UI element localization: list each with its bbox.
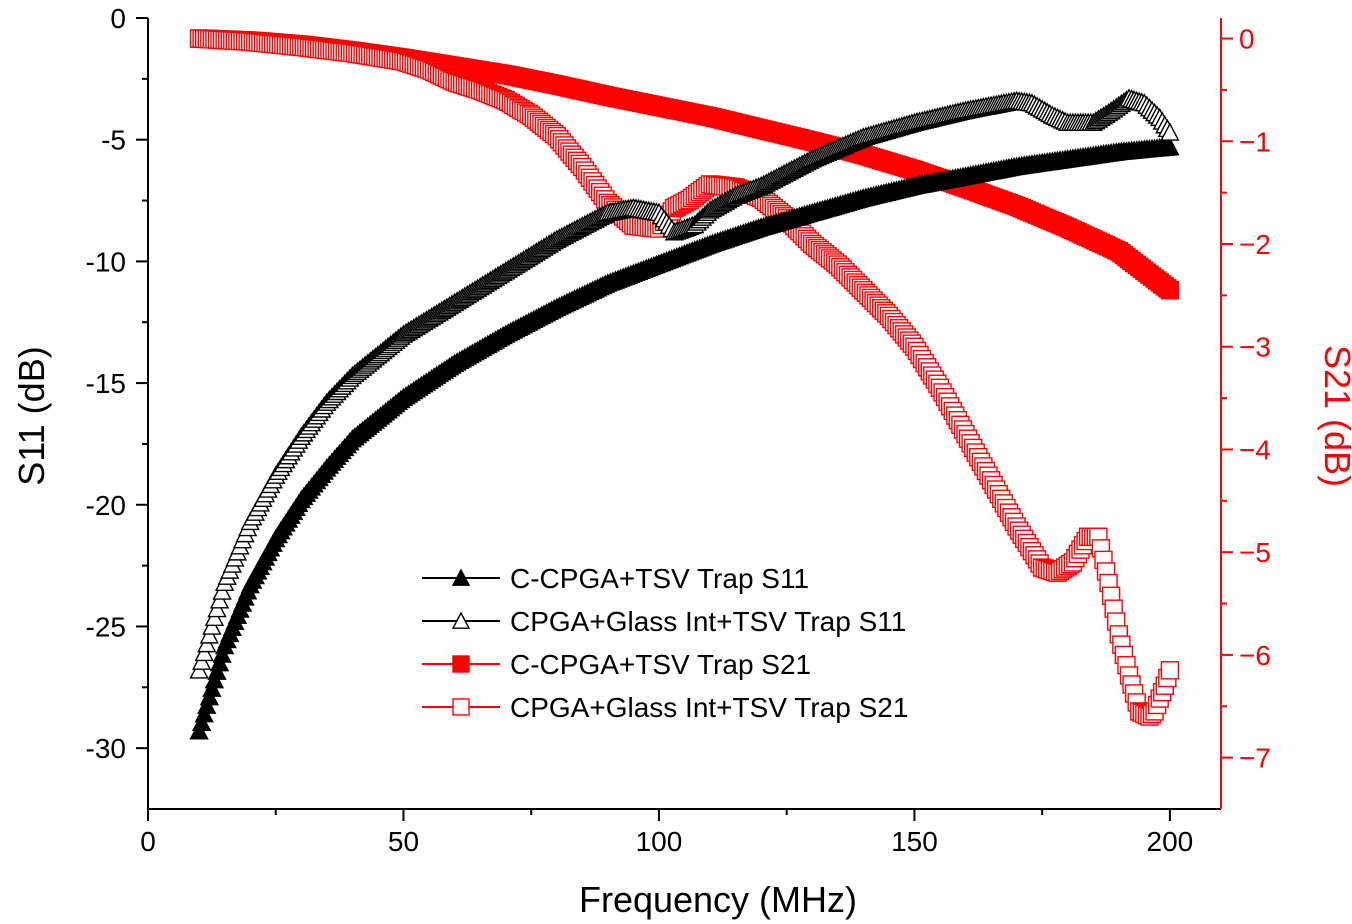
y-left-tick-label: 0	[110, 3, 126, 34]
y-right-tick-label: 0	[1239, 24, 1255, 55]
y-left-tick-label: -10	[86, 246, 126, 277]
series-0	[189, 136, 1180, 740]
legend-marker	[451, 568, 471, 586]
legend-item: C-CPGA+TSV Trap S11	[422, 563, 809, 594]
legend: C-CPGA+TSV Trap S11 CPGA+Glass Int+TSV Tr…	[422, 563, 908, 723]
data-point	[1160, 281, 1180, 300]
legend-marker	[451, 611, 471, 629]
data-point	[1160, 136, 1180, 156]
y-right-tick-label: −3	[1239, 332, 1271, 363]
legend-label: CPGA+Glass Int+TSV Trap S11	[510, 606, 906, 637]
legend-label: C-CPGA+TSV Trap S11	[510, 563, 809, 594]
y-right-tick-label: −5	[1239, 537, 1271, 568]
legend-label: CPGA+Glass Int+TSV Trap S21	[510, 692, 908, 723]
y-right-tick-label: −4	[1239, 434, 1271, 465]
y-left-tick-label: -25	[86, 611, 126, 642]
y-axis-title-right: S21 (dB)	[1317, 345, 1352, 487]
legend-marker	[452, 698, 470, 716]
x-tick-label: 150	[891, 826, 938, 857]
legend-item: C-CPGA+TSV Trap S21	[422, 649, 811, 680]
legend-item: CPGA+Glass Int+TSV Trap S11	[422, 606, 906, 637]
y-left-tick-label: -5	[101, 125, 126, 156]
y-right-tick-label: −6	[1239, 640, 1271, 671]
series-1	[189, 88, 1180, 679]
x-axis-title: Frequency (MHz)	[579, 879, 857, 920]
y-left-tick-label: -15	[86, 368, 126, 399]
axes: 0 50 100 150 200 0 -5 -10 -15 -20 -25 -30 0 −1 −2 −3 −4 −…	[86, 3, 1271, 857]
x-tick-label: 200	[1147, 826, 1194, 857]
x-tick-label: 100	[636, 826, 683, 857]
x-tick-label: 50	[388, 826, 419, 857]
y-axis-title-left: S11 (dB)	[11, 346, 52, 485]
y-right-tick-label: −7	[1239, 743, 1271, 774]
legend-item: CPGA+Glass Int+TSV Trap S21	[422, 692, 908, 723]
y-right-tick-label: −2	[1239, 229, 1271, 260]
y-left-tick-label: -20	[86, 490, 126, 521]
x-tick-label: 0	[140, 826, 156, 857]
plot-area	[189, 29, 1180, 740]
y-right-tick-label: −1	[1239, 126, 1271, 157]
data-point	[1160, 661, 1180, 680]
legend-label: C-CPGA+TSV Trap S21	[510, 649, 811, 680]
legend-marker	[452, 655, 470, 673]
y-left-tick-label: -30	[86, 733, 126, 764]
data-point	[1160, 122, 1180, 141]
